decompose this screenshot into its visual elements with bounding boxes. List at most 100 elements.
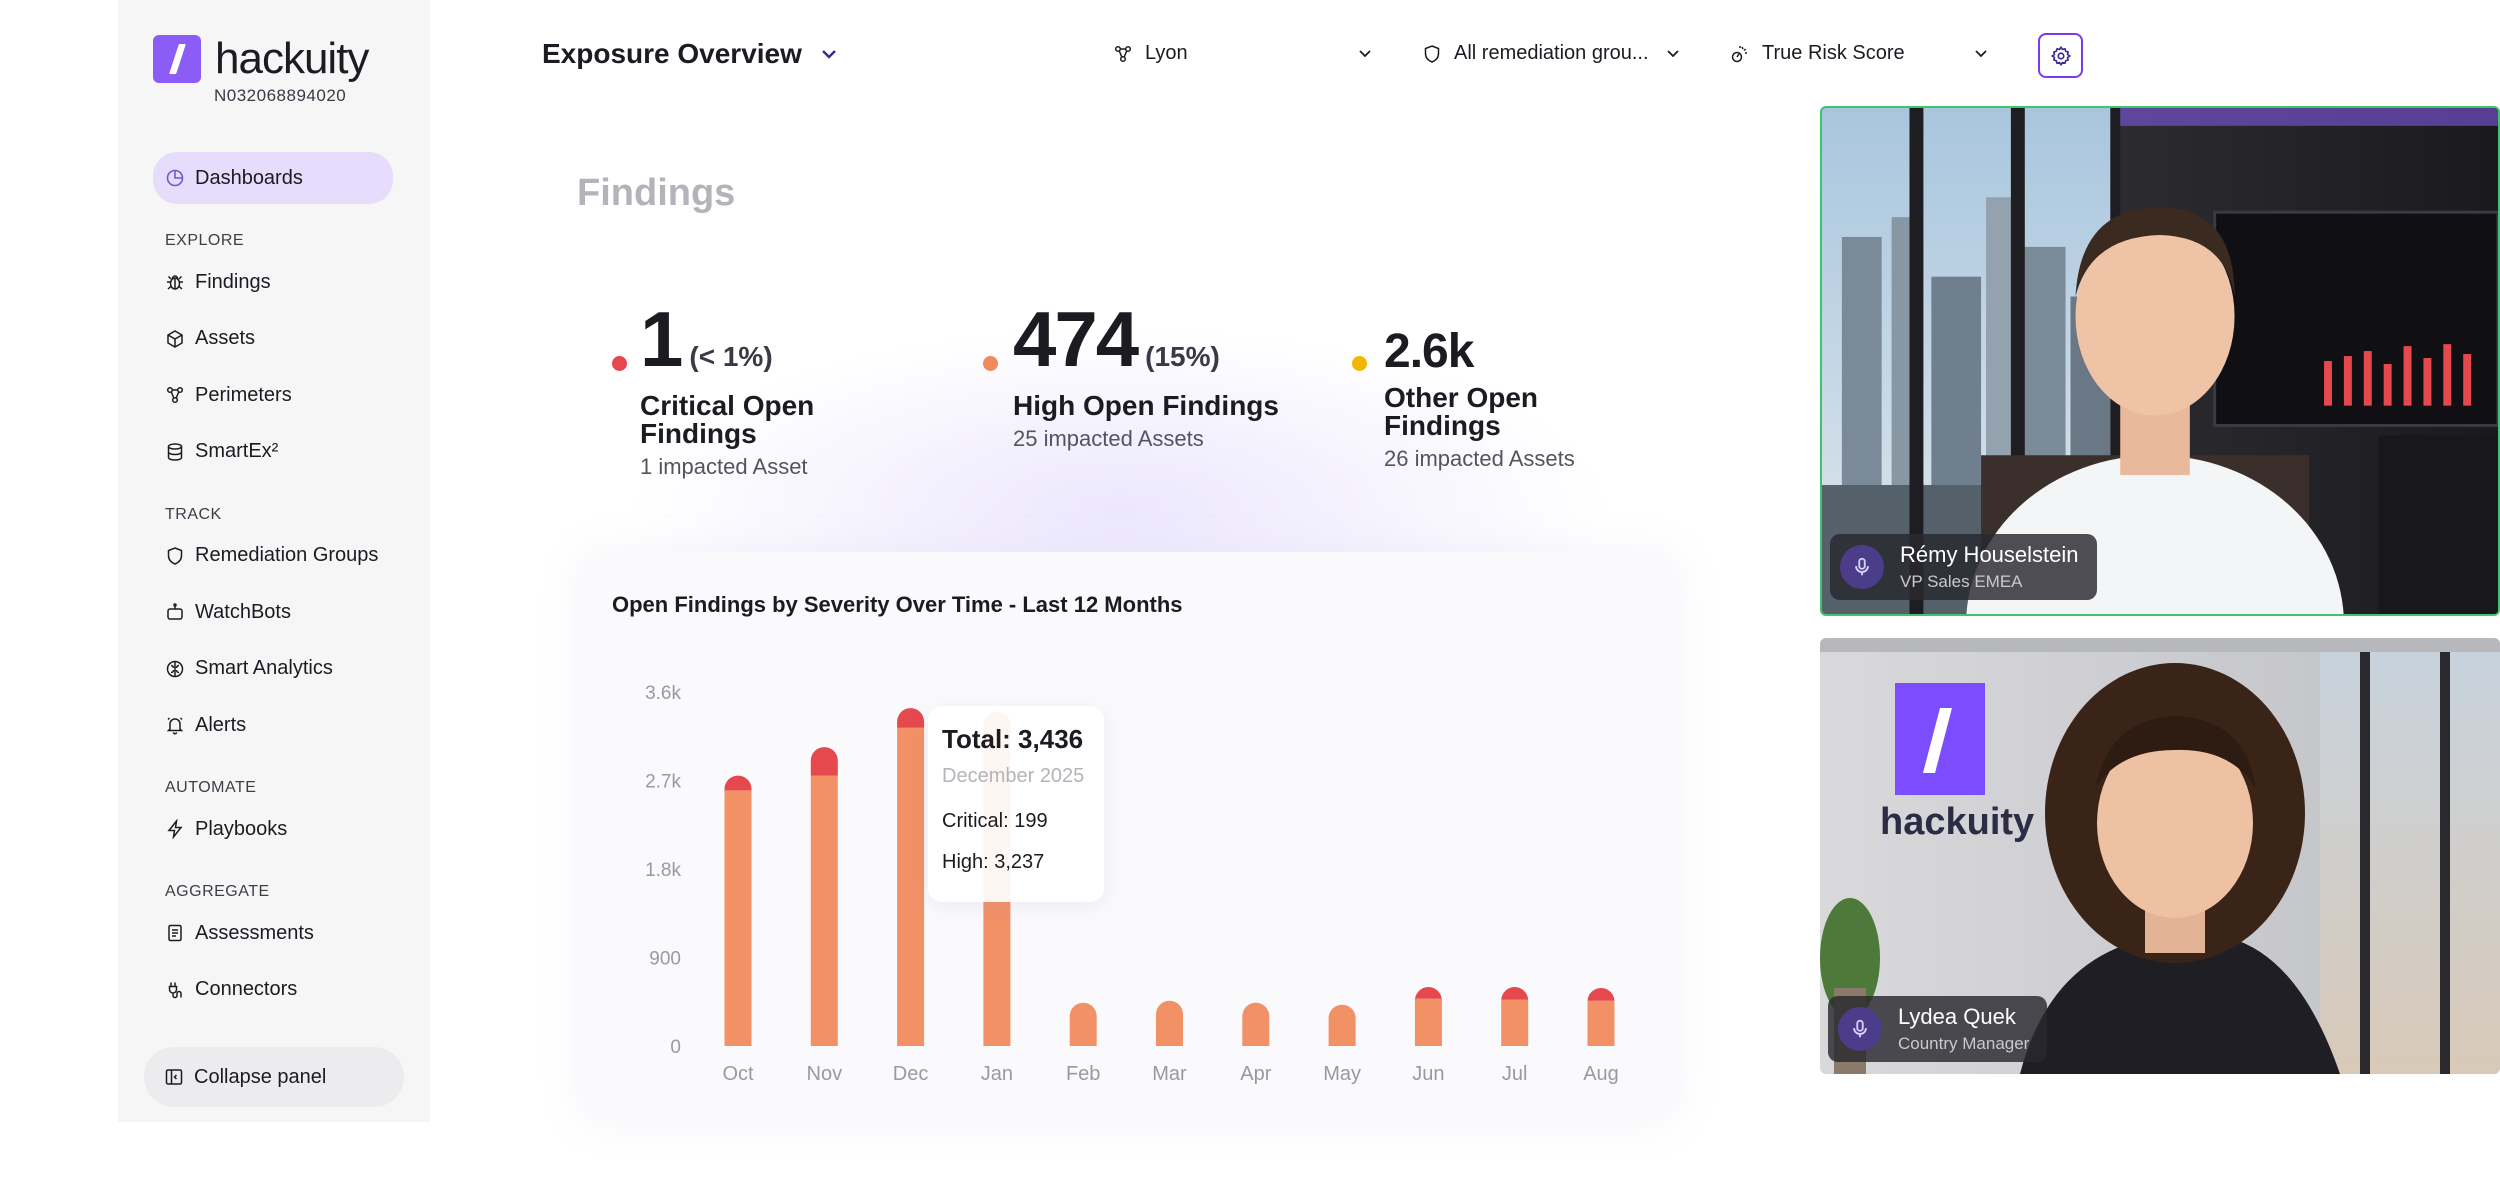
sidebar-item-label: Remediation Groups — [195, 544, 379, 566]
video-tile-lydea[interactable]: hackuity Lydea Quek Country Manager — [1820, 638, 2500, 1074]
kpi-label: Other Open Findings — [1384, 382, 1539, 441]
sidebar-collapse-icon — [164, 1067, 184, 1087]
x-tick-label: Mar — [1152, 1063, 1187, 1085]
sidebar-item-label: Assessments — [195, 921, 314, 944]
sidebar-item-alerts[interactable]: Alerts — [153, 699, 393, 751]
sidebar-item-label: Perimeters — [195, 383, 292, 406]
bar-high[interactable] — [1328, 1004, 1356, 1046]
page-title: Exposure Overview — [542, 38, 802, 69]
sidebar: hackuity N032068894020 Dashboards EXPLOR… — [118, 0, 430, 1122]
chart-tooltip: Total: 3,436 December 2025 Critical: 199… — [928, 706, 1104, 902]
bar-group-nov[interactable] — [810, 747, 838, 1046]
bar-high[interactable] — [897, 727, 925, 1046]
logo-text: hackuity — [215, 34, 369, 83]
dashboard-selector[interactable]: Exposure Overview — [542, 38, 840, 70]
x-tick-label: Dec — [893, 1063, 929, 1085]
box-icon — [165, 329, 185, 349]
sidebar-item-playbooks[interactable]: Playbooks — [153, 803, 393, 855]
bar-critical[interactable] — [897, 708, 925, 728]
bar-critical[interactable] — [810, 747, 838, 776]
sidebar-item-findings[interactable]: Findings — [153, 256, 393, 308]
bar-high[interactable] — [1414, 998, 1442, 1046]
bar-group-feb[interactable] — [1069, 1002, 1097, 1046]
tenant-id: N032068894020 — [214, 86, 347, 105]
bar-high[interactable] — [1587, 1000, 1615, 1046]
settings-button[interactable] — [2038, 33, 2083, 78]
kpi-high[interactable]: 474 (15%) High Open Findings 25 impacted … — [983, 300, 1283, 452]
section-label-aggregate: AGGREGATE — [165, 883, 270, 900]
x-tick-label: Apr — [1240, 1063, 1271, 1085]
kpi-subtitle: 25 impacted Assets — [1013, 426, 1204, 451]
bar-high[interactable] — [724, 790, 752, 1046]
y-tick-label: 3.6k — [645, 683, 681, 704]
sidebar-item-smart-analytics[interactable]: Smart Analytics — [153, 643, 393, 695]
sidebar-item-assets[interactable]: Assets — [153, 313, 393, 365]
bar-high[interactable] — [1242, 1002, 1270, 1046]
kpi-value: 2.6k — [1384, 325, 1474, 378]
section-label-explore: EXPLORE — [165, 232, 245, 249]
bar-high[interactable] — [1069, 1002, 1097, 1046]
chevron-down-icon — [822, 50, 836, 59]
tooltip-critical: Critical: 199 — [942, 810, 1048, 832]
remediation-group-filter[interactable]: All remediation grou... — [1422, 42, 1684, 65]
remediation-filter-value: All remediation grou... — [1454, 42, 1649, 64]
tooltip-high: High: 3,237 — [942, 851, 1045, 873]
section-label-automate: AUTOMATE — [165, 779, 257, 796]
database-icon — [165, 442, 185, 462]
robot-icon — [165, 602, 185, 622]
participant-nameplate: Rémy Houselstein VP Sales EMEA — [1830, 534, 2097, 600]
gear-icon — [2050, 45, 2071, 66]
chart-title: Open Findings by Severity Over Time - La… — [612, 592, 1183, 617]
chevron-down-icon — [1667, 50, 1679, 58]
bar-high[interactable] — [1501, 999, 1529, 1046]
findings-bar-chart[interactable]: 0 900 1.8k 2.7k 3.6k Oct Nov Dec Jan Feb Mar Apr May… — [579, 660, 1679, 1122]
bar-critical[interactable] — [1501, 987, 1529, 1001]
perimeter-filter[interactable]: Lyon — [1113, 42, 1375, 65]
pie-chart-icon — [165, 168, 185, 188]
sidebar-item-connectors[interactable]: Connectors — [153, 964, 393, 1016]
x-tick-label: Jun — [1412, 1063, 1444, 1085]
sidebar-item-perimeters[interactable]: Perimeters — [153, 369, 393, 421]
video-tile-remy[interactable]: Rémy Houselstein VP Sales EMEA — [1820, 106, 2500, 616]
tooltip-total: Total: 3,436 — [942, 724, 1084, 754]
x-tick-label: Feb — [1066, 1063, 1100, 1085]
critical-dot — [612, 356, 627, 371]
bar-group-oct[interactable] — [724, 775, 752, 1046]
lightning-icon — [165, 819, 185, 839]
sidebar-item-assessments[interactable]: Assessments — [153, 907, 393, 959]
sidebar-item-smartex[interactable]: SmartEx² — [153, 426, 393, 478]
sidebar-nav: Dashboards EXPLORE Findings Assets Perim… — [153, 152, 393, 1020]
collapse-panel-button[interactable]: Collapse panel — [144, 1047, 404, 1107]
kpi-label: Critical Open Findings — [640, 390, 815, 449]
plug-icon — [165, 980, 185, 1000]
kpi-other[interactable]: 2.6k Other Open Findings 26 impacted Ass… — [1352, 328, 1652, 472]
sidebar-item-dashboards[interactable]: Dashboards — [153, 152, 393, 204]
kpi-critical[interactable]: 1 (< 1%) Critical Open Findings 1 impacte… — [612, 300, 862, 480]
sidebar-item-label: WatchBots — [195, 600, 291, 623]
sidebar-item-watchbots[interactable]: WatchBots — [153, 586, 393, 638]
bar-critical[interactable] — [1414, 987, 1442, 1001]
bar-group-dec[interactable] — [897, 708, 925, 1046]
chevron-down-icon — [1359, 50, 1371, 58]
bar-group-apr[interactable] — [1242, 1002, 1270, 1046]
bug-icon — [165, 272, 185, 292]
bar-group-jun[interactable] — [1414, 987, 1442, 1046]
bar-high[interactable] — [1156, 1000, 1183, 1046]
hackuity-logo[interactable]: hackuity — [153, 34, 369, 84]
bar-group-mar[interactable] — [1156, 1000, 1183, 1046]
kpi-percent: (15%) — [1145, 341, 1220, 372]
sidebar-item-remediation-groups[interactable]: Remediation Groups — [153, 530, 393, 582]
findings-section-title: Findings — [577, 172, 736, 214]
y-tick-label: 0 — [670, 1037, 681, 1058]
bar-high[interactable] — [810, 775, 838, 1046]
x-tick-label: Oct — [722, 1063, 754, 1085]
bar-critical[interactable] — [724, 775, 752, 791]
bar-critical[interactable] — [1587, 987, 1615, 1002]
x-tick-label: Jan — [981, 1063, 1013, 1085]
score-filter[interactable]: True Risk Score — [1730, 42, 1992, 65]
bar-group-jul[interactable] — [1501, 987, 1529, 1046]
bar-group-may[interactable] — [1328, 1004, 1356, 1046]
bar-group-aug[interactable] — [1587, 987, 1615, 1046]
brain-icon — [165, 659, 185, 679]
shield-icon — [165, 546, 185, 566]
